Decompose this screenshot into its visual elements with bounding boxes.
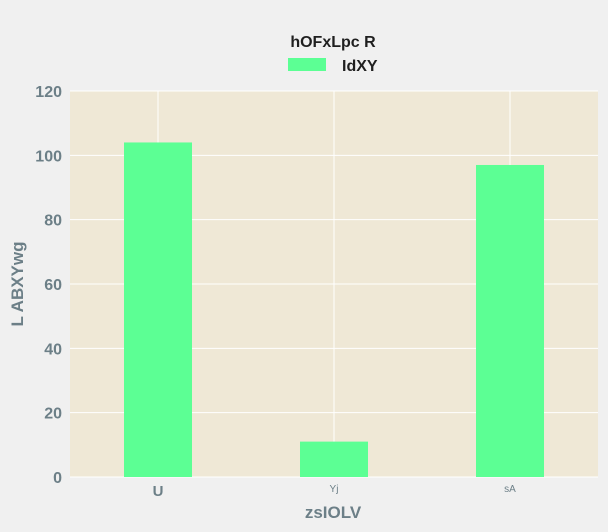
- x-axis-label: zsIOLV: [305, 503, 362, 522]
- bar-sA: [476, 164, 544, 477]
- y-tick-label-2: 40: [44, 341, 62, 358]
- y-axis-ticks: 0 20 40 60 80 100 120: [35, 84, 62, 487]
- x-axis-ticks: U Yj sA: [153, 483, 517, 500]
- x-tick-label-2: sA: [504, 484, 516, 495]
- y-tick-label-0: 0: [53, 470, 62, 487]
- y-tick-label-6: 120: [35, 84, 62, 101]
- legend-title: hOFxLpc R: [290, 34, 376, 51]
- y-tick-label-4: 80: [44, 213, 62, 230]
- y-axis-label: L ABXYwg: [8, 241, 27, 326]
- legend-label: IdXY: [342, 58, 378, 75]
- legend-swatch: [288, 58, 326, 71]
- bars: [124, 142, 544, 477]
- y-tick-label-3: 60: [44, 277, 62, 294]
- y-tick-label-1: 20: [44, 406, 62, 423]
- x-tick-label-0: U: [153, 483, 164, 500]
- x-tick-label-1: Yj: [330, 484, 339, 495]
- bar-Yj: [300, 441, 368, 477]
- bar-U: [124, 142, 192, 477]
- y-tick-label-5: 100: [35, 148, 62, 165]
